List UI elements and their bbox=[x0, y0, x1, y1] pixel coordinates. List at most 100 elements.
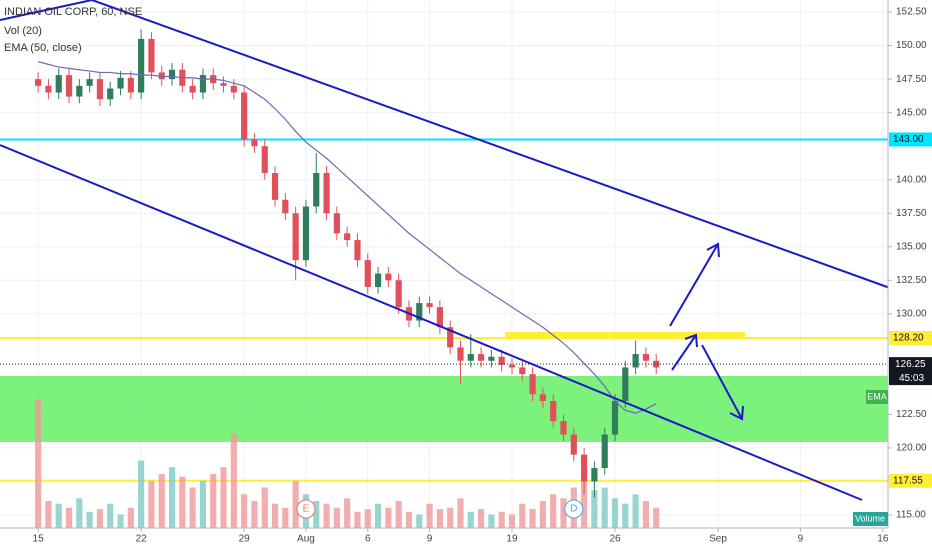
y-tick-label: 115.00 bbox=[896, 510, 926, 521]
candle-body bbox=[581, 454, 588, 482]
x-tick-label: 6 bbox=[365, 534, 371, 545]
y-tick-label: 145.00 bbox=[896, 107, 927, 118]
candle-body bbox=[385, 273, 392, 281]
candle-body bbox=[632, 354, 639, 368]
volume-bar bbox=[488, 514, 495, 528]
volume-bar bbox=[591, 490, 598, 528]
volume-bar bbox=[323, 503, 330, 528]
volume-bar bbox=[385, 507, 392, 528]
volume-bar bbox=[611, 498, 619, 528]
x-tick-label: 9 bbox=[427, 534, 433, 545]
volume-bar bbox=[653, 507, 660, 528]
candle-body bbox=[292, 213, 299, 261]
volume-bar bbox=[251, 501, 258, 528]
x-tick-label: 19 bbox=[506, 534, 518, 545]
candle-body bbox=[138, 38, 145, 93]
x-tick-label: 9 bbox=[798, 534, 804, 545]
candle-body bbox=[45, 85, 52, 93]
candle-body bbox=[477, 354, 485, 361]
candle-body bbox=[467, 354, 474, 361]
volume-bar bbox=[117, 514, 124, 528]
volume-bar bbox=[127, 507, 134, 528]
volume-bar bbox=[344, 498, 351, 528]
candle-body bbox=[107, 88, 114, 100]
candle-body bbox=[96, 79, 104, 100]
volume-bar bbox=[220, 467, 227, 528]
channel-lower bbox=[0, 144, 863, 501]
volume-bar bbox=[210, 474, 217, 528]
volume-bar bbox=[560, 498, 567, 528]
arrow-head bbox=[706, 242, 720, 258]
volume-bar bbox=[581, 480, 588, 528]
x-tick-label: Sep bbox=[709, 534, 727, 545]
volume-bar bbox=[292, 480, 299, 528]
candle-body bbox=[333, 213, 340, 234]
volume-bar bbox=[76, 498, 83, 528]
candle-body bbox=[55, 75, 62, 93]
study-label: Vol (20) bbox=[4, 25, 42, 37]
ema-tag bbox=[866, 390, 888, 404]
ema-tag-text: EMA bbox=[867, 391, 887, 401]
volume-bar bbox=[199, 480, 207, 528]
candle-body bbox=[282, 199, 289, 214]
volume-bar bbox=[550, 494, 557, 528]
candle-body bbox=[570, 434, 577, 455]
candle-body bbox=[168, 69, 176, 80]
countdown: 45:03 bbox=[899, 373, 924, 384]
y-tick-label: 132.50 bbox=[896, 275, 927, 286]
volume-bar bbox=[416, 514, 423, 528]
candle-body bbox=[261, 146, 268, 174]
volume-bar bbox=[189, 487, 196, 528]
candle-body bbox=[611, 400, 619, 435]
volume-bar bbox=[148, 480, 155, 528]
y-tick-label: 147.50 bbox=[896, 74, 927, 85]
volume-bar bbox=[86, 511, 93, 528]
candle-body bbox=[35, 79, 42, 86]
labels: 143.00 128.20 117.55 126.25 45:03 E D bbox=[296, 132, 932, 519]
level-label-box bbox=[889, 473, 932, 488]
level-label: 117.55 bbox=[893, 475, 923, 486]
volume-bar bbox=[632, 494, 639, 528]
event-marker bbox=[564, 499, 584, 519]
level-label-box bbox=[889, 132, 932, 147]
arrow-head bbox=[684, 333, 698, 348]
volume-bar bbox=[96, 509, 104, 528]
channel-upper bbox=[0, 0, 891, 289]
candle-body bbox=[457, 347, 464, 361]
candle-body bbox=[220, 83, 227, 86]
candle-body bbox=[271, 173, 279, 200]
arrow bbox=[669, 243, 719, 327]
candle-body bbox=[447, 327, 454, 348]
volume-bar bbox=[333, 507, 340, 528]
candle-body bbox=[498, 356, 505, 365]
volume-bar bbox=[447, 507, 454, 528]
levels bbox=[0, 138, 888, 482]
candles bbox=[0, 29, 888, 498]
volume-bar bbox=[138, 460, 145, 528]
candle-body bbox=[127, 77, 134, 93]
candle-body bbox=[313, 173, 320, 207]
candle-body bbox=[344, 233, 351, 241]
candle-body bbox=[653, 360, 660, 368]
volume-bar bbox=[529, 509, 536, 528]
candle-body bbox=[529, 374, 536, 395]
y-tick-label: 152.50 bbox=[896, 7, 927, 18]
y-tick-label: 137.50 bbox=[896, 208, 927, 219]
candle-body bbox=[354, 240, 361, 261]
volume-bar bbox=[364, 509, 371, 528]
last-price-label: 126.25 bbox=[895, 359, 926, 370]
candle-body bbox=[374, 273, 382, 288]
event-label: E bbox=[303, 504, 310, 515]
x-tick-label: 29 bbox=[239, 534, 251, 545]
level-label-box bbox=[889, 330, 932, 345]
event-marker bbox=[296, 499, 316, 519]
candle-body bbox=[230, 85, 237, 93]
candle-body bbox=[241, 92, 248, 140]
y-tick-label: 135.00 bbox=[896, 241, 927, 252]
x-tick-label: Aug bbox=[297, 534, 315, 545]
drawings bbox=[0, 0, 891, 501]
volume-bar bbox=[426, 503, 433, 528]
symbol-title: INDIAN OIL CORP, 60, NSE bbox=[4, 6, 142, 18]
volume-bar bbox=[168, 467, 176, 528]
y-tick-label: 150.00 bbox=[896, 40, 927, 51]
